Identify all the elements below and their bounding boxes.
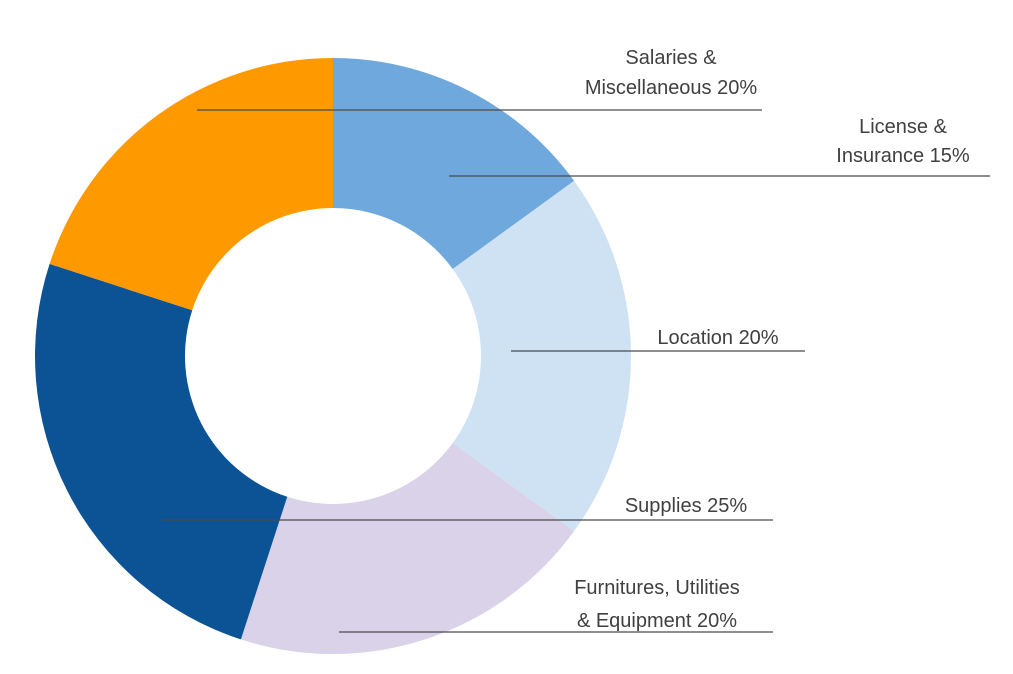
donut-slice-1 xyxy=(452,180,631,532)
slice-label-2-line-1: & Equipment 20% xyxy=(577,610,737,632)
slice-label-4-line-0: Salaries & xyxy=(625,47,717,69)
leader-lines xyxy=(161,109,990,633)
donut-slice-4 xyxy=(49,58,334,311)
slice-labels: License & Insurance 15% Location 20% Furnit… xyxy=(574,47,970,632)
slice-label-2-line-0: Furnitures, Utilities xyxy=(574,577,740,599)
slice-label-0-line-1: Insurance 15% xyxy=(836,145,970,167)
donut-slices xyxy=(34,58,631,654)
slice-label-4-line-1: Miscellaneous 20% xyxy=(585,77,758,99)
slice-label-1-line-0: Location 20% xyxy=(657,327,778,349)
slice-label-0-line-0: License & xyxy=(859,116,947,138)
slice-label-3-line-0: Supplies 25% xyxy=(625,495,748,517)
donut-slice-0 xyxy=(333,58,575,270)
donut-slice-2 xyxy=(240,442,575,654)
donut-slice-3 xyxy=(34,263,288,640)
